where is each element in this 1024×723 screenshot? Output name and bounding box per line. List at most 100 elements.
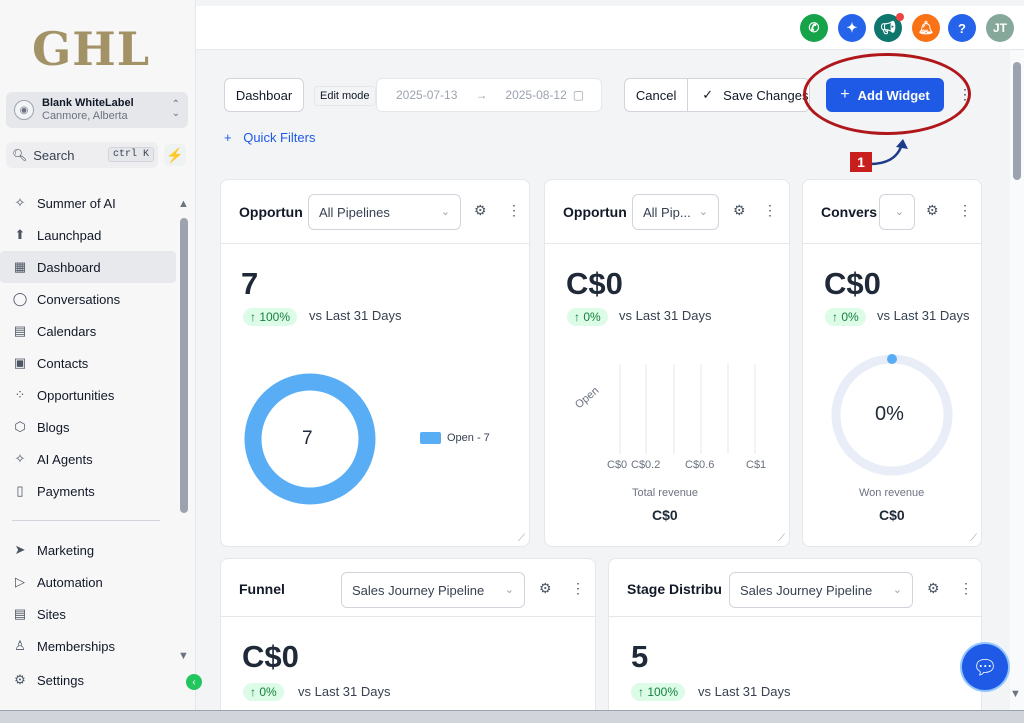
resize-handle-icon[interactable]: ⟋ — [970, 533, 977, 544]
sidebar-scroll-down-icon[interactable]: ▼ — [178, 650, 189, 662]
change-badge: ↑ 100% — [243, 308, 298, 326]
ticket-icon[interactable]: ✦ — [838, 14, 866, 42]
brand-logo[interactable]: GHL — [32, 22, 151, 76]
nav-item-blogs[interactable]: ⬡ Blogs — [0, 411, 176, 443]
metric-value: C$0 — [566, 266, 623, 301]
bell-icon[interactable]: 🔔︎ — [912, 14, 940, 42]
bar-chart — [619, 364, 756, 454]
gauge-value: 0% — [875, 403, 904, 425]
sidebar: GHL ◉ Blank WhiteLabel Canmore, Alberta … — [0, 0, 196, 710]
nav-item-summer-of-ai[interactable]: ✧ Summer of AI — [0, 187, 176, 219]
conversion-card: Convers ⌄ ⚙ ⋮ C$0 ↑ 0% vs Last 31 Days 0… — [802, 179, 982, 547]
collapse-sidebar-button[interactable]: ‹ — [186, 674, 202, 690]
filter-icon[interactable]: ⚙ — [733, 202, 746, 218]
pipeline-select[interactable]: All Pipelines ⌄ — [308, 194, 461, 230]
chevron-updown-icon: ⌃ ⌄ — [171, 99, 180, 119]
help-icon[interactable]: ? — [948, 14, 976, 42]
more-options-icon[interactable]: ⋮ — [958, 202, 972, 218]
card-title: Stage Distribu — [627, 581, 722, 597]
change-badge: ↑ 0% — [567, 308, 608, 326]
comparison-label: vs Last 31 Days — [877, 308, 970, 323]
phone-icon[interactable]: ✆ — [800, 14, 828, 42]
edit-actions: Cancel ✓ Save Changes — [624, 78, 810, 112]
legend-label: Open - 7 — [447, 432, 490, 444]
grid-icon: ▦ — [13, 259, 27, 274]
nav-divider — [12, 520, 160, 521]
avatar[interactable]: JT — [986, 14, 1014, 42]
pipeline-select[interactable]: Sales Journey Pipeline ⌄ — [341, 572, 525, 608]
gauge-caption: Won revenue — [859, 487, 925, 499]
pipeline-select[interactable]: ⌄ — [879, 194, 915, 230]
total-value: C$0 — [879, 507, 905, 523]
tick-label: C$0.6 — [685, 459, 715, 471]
comparison-label: vs Last 31 Days — [698, 684, 791, 699]
nav-item-calendars[interactable]: ▤ Calendars — [13, 323, 97, 339]
opportunity-value-card: Opportun All Pip... ⌄ ⚙ ⋮ C$0 ↑ 0% vs La… — [544, 179, 790, 547]
more-options-icon[interactable]: ⋮ — [571, 580, 585, 596]
check-icon: ✓ — [702, 87, 714, 102]
chevron-down-icon: ⌄ — [504, 584, 514, 596]
sidebar-scroll-up-icon[interactable]: ▲ — [178, 198, 189, 210]
page-scrollbar[interactable] — [1010, 50, 1024, 710]
nav-item-payments[interactable]: ▯ Payments — [0, 475, 176, 507]
badge-icon: ♙ — [14, 638, 26, 653]
nav-item-automation[interactable]: ▷ Automation — [0, 566, 176, 598]
card-title: Opportun — [563, 204, 627, 220]
funnel-card: Funnel Sales Journey Pipeline ⌄ ⚙ ⋮ C$0 … — [220, 558, 596, 723]
dashboard-name-input[interactable]: Dashboar — [224, 78, 304, 112]
resize-handle-icon[interactable]: ⟋ — [518, 533, 525, 544]
filter-icon[interactable]: ⚙ — [539, 580, 552, 596]
nav-item-launchpad[interactable]: ⬆ Launchpad — [0, 219, 176, 251]
date-range-picker[interactable]: 2025-07-13 → 2025-08-12 ▢ — [376, 78, 602, 112]
gauge-chart — [831, 354, 953, 476]
more-options-icon[interactable]: ⋮ — [507, 202, 521, 218]
save-changes-button[interactable]: ✓ Save Changes — [702, 87, 809, 103]
network-icon: ⁘ — [14, 387, 26, 402]
nav-item-conversations[interactable]: ◯ Conversations — [12, 291, 121, 307]
chat-bubble-icon: ◯ — [12, 291, 28, 306]
filter-icon[interactable]: ⚙ — [927, 580, 940, 596]
pipeline-select[interactable]: All Pip... ⌄ — [632, 194, 719, 230]
cancel-button[interactable]: Cancel — [625, 79, 689, 111]
opportunity-count-card: Opportun All Pipelines ⌄ ⚙ ⋮ 7 ↑ 100% vs… — [220, 179, 530, 547]
quick-action-bolt-icon[interactable]: ⚡ — [164, 144, 186, 166]
account-switcher[interactable]: ◉ Blank WhiteLabel Canmore, Alberta ⌃ ⌄ — [6, 92, 188, 128]
nav-item-ai-agents[interactable]: ✧ AI Agents — [0, 443, 176, 475]
nav-item-memberships[interactable]: ♙ Memberships — [0, 630, 176, 662]
calendar-icon: ▢ — [572, 88, 585, 102]
nav-primary: ✧ Summer of AI ⬆ Launchpad ▦ Dashboard ◯ Con… — [0, 187, 176, 507]
edit-mode-badge: Edit mode — [314, 86, 376, 106]
notification-dot — [896, 13, 904, 21]
more-options-icon[interactable]: ⋮ — [959, 580, 973, 596]
quick-filters-button[interactable]: + Quick Filters — [224, 130, 316, 145]
arrow-right-icon: → — [475, 88, 488, 102]
filter-icon[interactable]: ⚙ — [926, 202, 939, 218]
nav-item-contacts[interactable]: ▣ Contacts — [13, 355, 89, 371]
chevron-down-icon: ⌄ — [894, 206, 904, 218]
more-options-icon[interactable]: ⋮ — [763, 202, 777, 218]
annotation-arrow — [869, 139, 908, 166]
location-icon: ◉ — [14, 100, 34, 120]
scroll-thumb[interactable] — [1013, 62, 1021, 180]
account-location: Canmore, Alberta — [42, 110, 128, 122]
donut-ring[interactable] — [244, 373, 376, 505]
nav-item-opportunities[interactable]: ⁘ Opportunities — [0, 379, 176, 411]
filter-icon[interactable]: ⚙ — [474, 202, 487, 218]
search-button[interactable]: 🔍︎ Search ctrl K — [6, 142, 158, 168]
sidebar-scrollbar[interactable] — [180, 218, 188, 513]
nav-item-settings[interactable]: ⚙ Settings — [0, 664, 176, 696]
chevron-down-icon: ⌄ — [440, 206, 450, 218]
nav-item-sites[interactable]: ▤ Sites — [13, 606, 66, 622]
nav-item-marketing[interactable]: ➤ Marketing — [0, 534, 176, 566]
scroll-down-icon[interactable]: ▼ — [1010, 688, 1021, 700]
search-shortcut: ctrl K — [107, 147, 154, 162]
resize-handle-icon[interactable]: ⟋ — [778, 533, 785, 544]
total-value: C$0 — [652, 507, 678, 523]
chat-support-icon[interactable]: 💬︎ — [962, 644, 1008, 690]
pipeline-select[interactable]: Sales Journey Pipeline ⌄ — [729, 572, 913, 608]
calendar-icon: ▤ — [13, 323, 27, 338]
window-bottom-edge — [0, 710, 1024, 723]
nav-item-dashboard[interactable]: ▦ Dashboard — [0, 251, 176, 283]
metric-value: C$0 — [242, 639, 299, 674]
gauge-indicator — [887, 354, 897, 364]
